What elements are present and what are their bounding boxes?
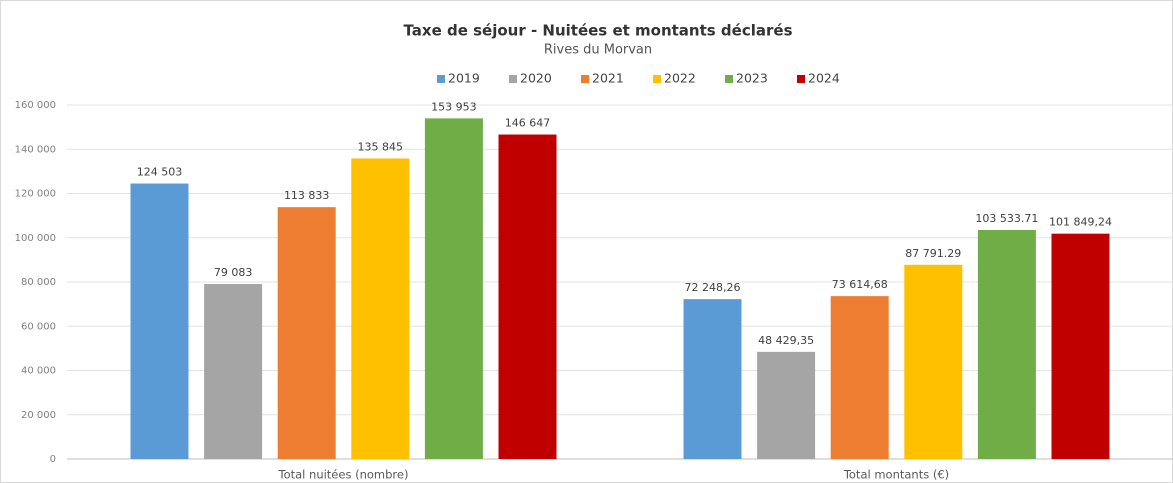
y-tick-label: 0	[50, 454, 56, 465]
legend-label: 2021	[592, 71, 624, 86]
y-tick-label: 20 000	[21, 410, 56, 421]
value-label: 135 845	[358, 140, 404, 153]
y-tick-label: 60 000	[21, 321, 56, 332]
value-label: 73 614,68	[832, 278, 888, 291]
x-tick-label: Total montants (€)	[843, 468, 949, 482]
y-tick-label: 80 000	[21, 277, 56, 288]
legend-label: 2024	[808, 71, 840, 86]
bar	[683, 299, 742, 459]
legend-label: 2022	[664, 71, 696, 86]
y-tick-label: 160 000	[15, 100, 56, 111]
bar	[130, 183, 189, 459]
bar	[277, 207, 336, 459]
legend-swatch	[509, 75, 517, 83]
legend-swatch	[653, 75, 661, 83]
legend-label: 2023	[736, 71, 768, 86]
legend-swatch	[797, 75, 805, 83]
legend-label: 2019	[448, 71, 480, 86]
bar	[757, 351, 816, 459]
legend-label: 2020	[520, 71, 552, 86]
legend-swatch	[581, 75, 589, 83]
bar	[424, 118, 483, 459]
y-tick-label: 140 000	[15, 144, 56, 155]
chart-subtitle: Rives du Morvan	[544, 43, 652, 58]
y-tick-label: 100 000	[15, 233, 56, 244]
value-label: 87 791.29	[905, 247, 961, 260]
value-label: 79 083	[214, 266, 253, 279]
value-label: 146 647	[505, 117, 551, 130]
bar	[204, 284, 263, 459]
y-tick-label: 120 000	[15, 189, 56, 200]
x-tick-label: Total nuitées (nombre)	[278, 468, 409, 482]
value-label: 101 849,24	[1049, 216, 1112, 229]
bar	[904, 264, 963, 459]
legend-swatch	[437, 75, 445, 83]
value-label: 72 248,26	[685, 281, 741, 294]
bar	[351, 158, 410, 459]
value-label: 103 533.71	[975, 212, 1038, 225]
value-label: 48 429,35	[758, 334, 814, 347]
value-label: 153 953	[431, 100, 477, 113]
value-label: 124 503	[137, 166, 183, 179]
value-label: 113 833	[284, 189, 330, 202]
chart-title: Taxe de séjour - Nuitées et montants déc…	[404, 22, 793, 40]
bar	[830, 296, 889, 459]
bar	[977, 229, 1036, 459]
bar	[1051, 233, 1110, 459]
y-tick-label: 40 000	[21, 366, 56, 377]
bar	[498, 134, 557, 459]
legend-swatch	[725, 75, 733, 83]
